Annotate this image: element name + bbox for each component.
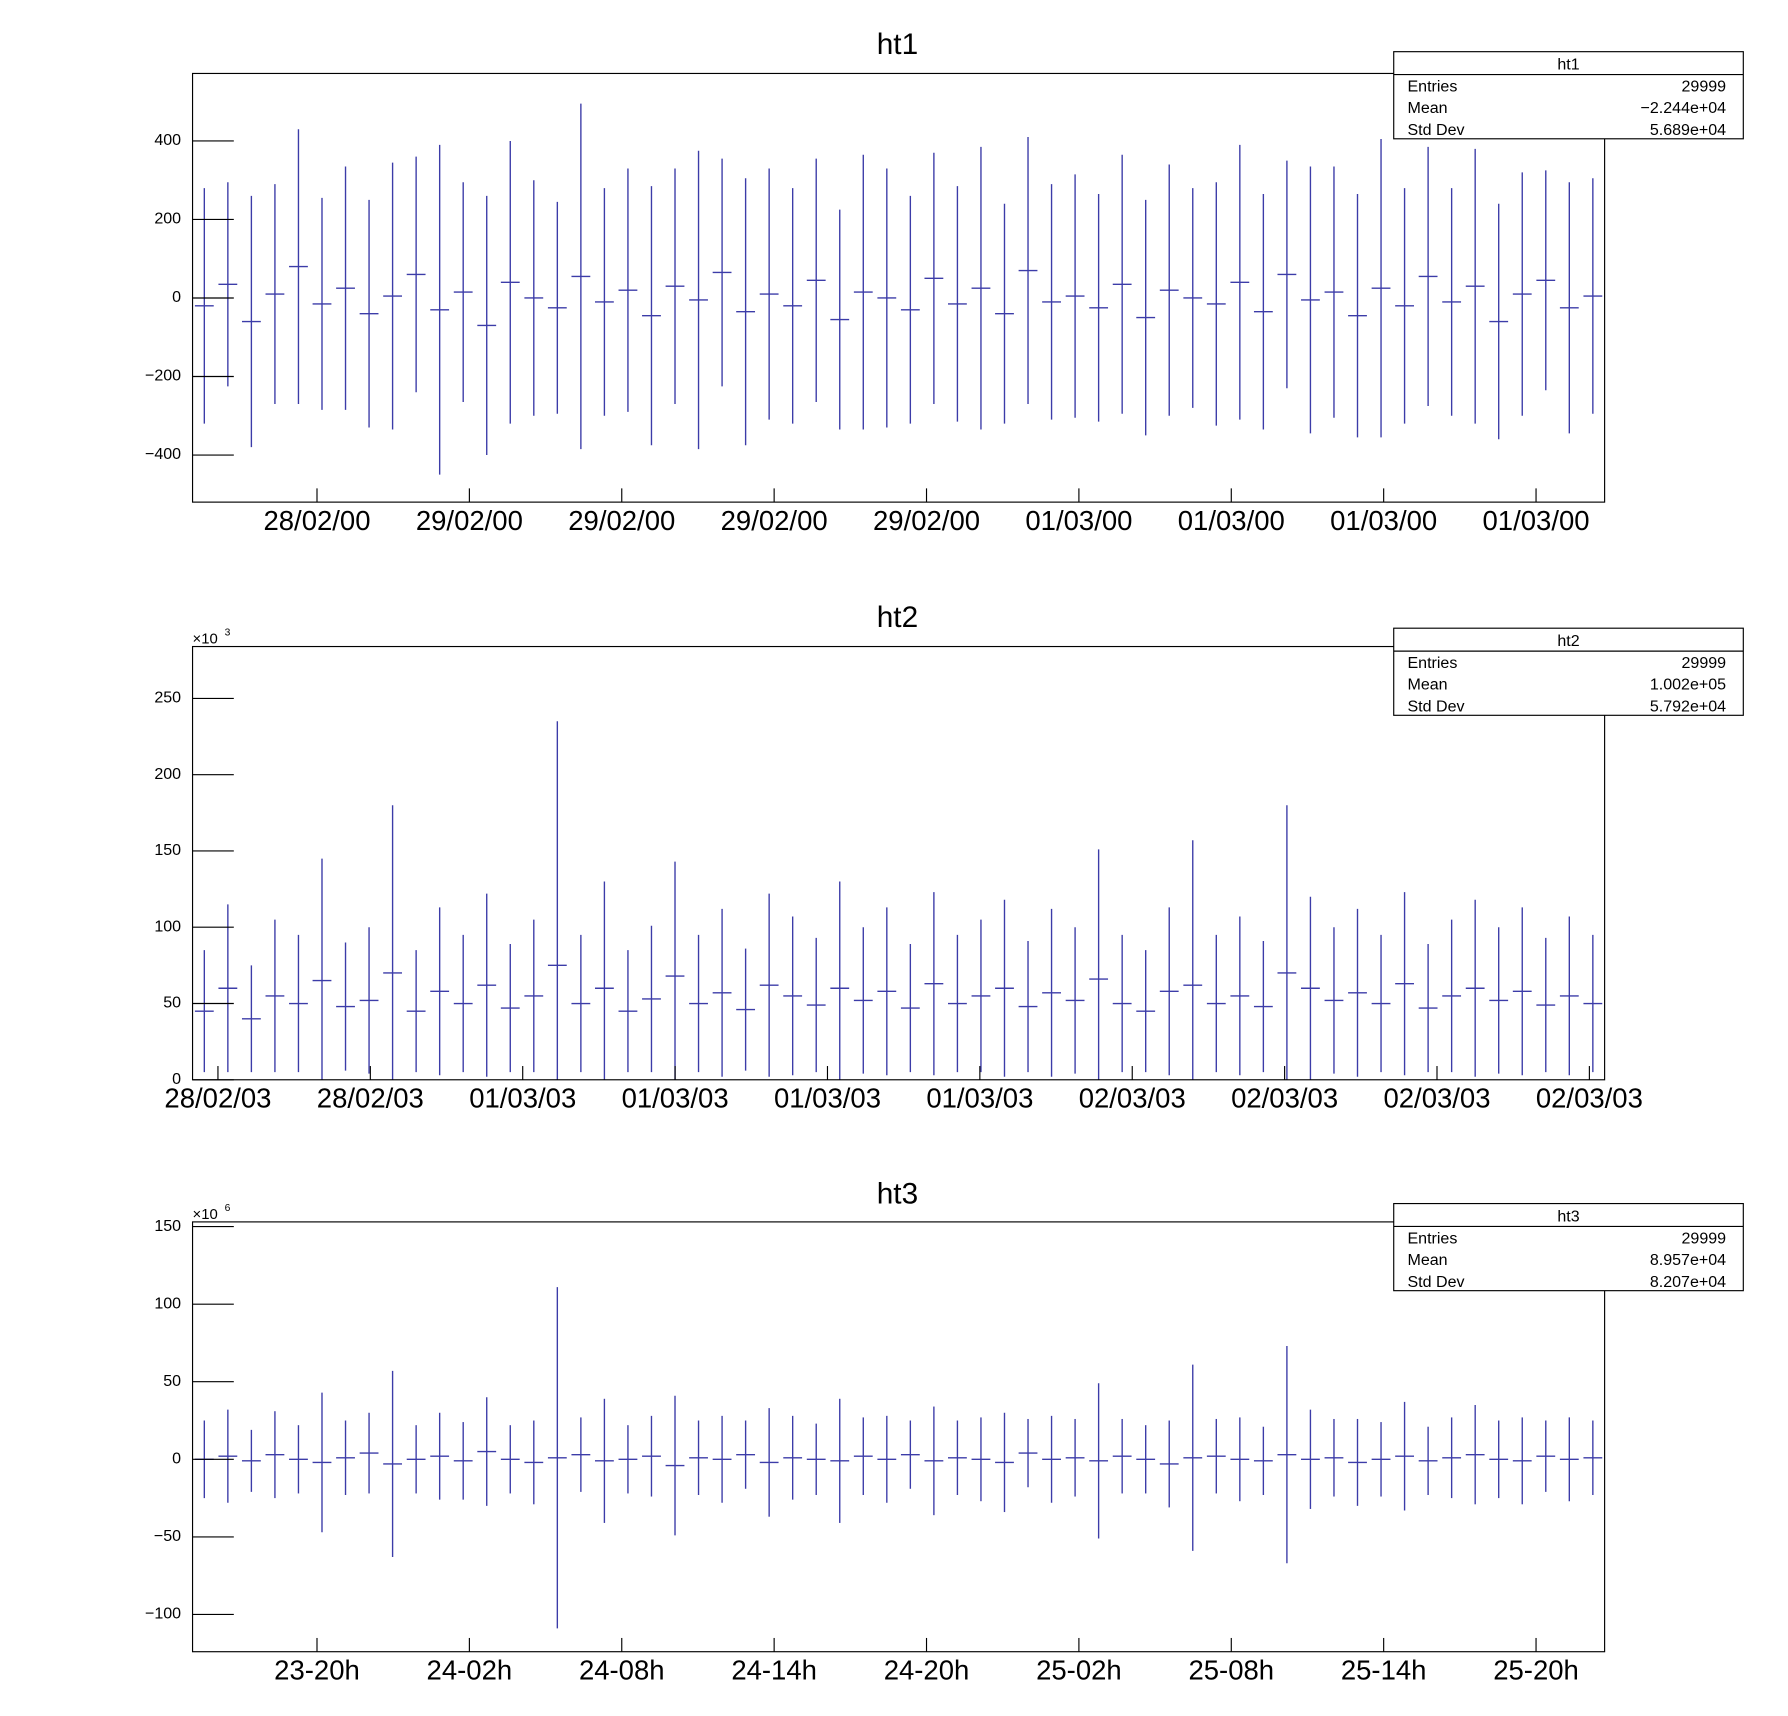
error-bars [194,721,1603,1080]
x-tick-label: 23-20h [274,1655,360,1686]
chart-title: ht2 [877,601,918,634]
y-tick-label: 0 [172,1070,181,1088]
stats-title: ht3 [1557,1208,1579,1226]
frame [191,645,1606,1081]
stats-label: Mean [1407,99,1447,117]
x-tick-label: 01/03/00 [1483,505,1590,536]
x-tick-label: 24-02h [427,1655,513,1686]
x-tick-label: 25-02h [1036,1655,1122,1686]
y-multiplier: ×10 [193,632,218,648]
stats-label: Entries [1407,77,1457,95]
stats-value: 29999 [1682,1229,1727,1247]
y-tick-label: 50 [163,1372,181,1390]
x-tick-label: 29/02/00 [416,505,523,536]
stats-label: Entries [1407,1229,1457,1247]
y-multiplier: ×10 [193,1207,218,1223]
frame [191,72,1606,503]
x-tick-label: 01/03/03 [622,1083,729,1114]
chart-title: ht3 [877,1177,918,1210]
pad: ht2 0 50 100 150 200 250 28/02/03 28/02/03 01/03/… [154,601,1744,1114]
stats-box [1393,1202,1744,1292]
x-tick-label: 25-20h [1493,1655,1579,1686]
y-tick-label: 0 [172,288,181,306]
x-tick-label: 02/03/03 [1231,1083,1338,1114]
stats-value: 8.207e+04 [1650,1273,1726,1291]
stats-box [1393,51,1744,140]
x-tick-label: 01/03/03 [469,1083,576,1114]
pad: ht1 −400 −200 0 200 400 28/02/00 29/02/00 29/02/… [145,28,1744,536]
x-tick-label: 28/02/03 [164,1083,271,1114]
x-tick-label: 24-20h [884,1655,970,1686]
x-tick-label: 24-08h [579,1655,665,1686]
x-tick-label: 28/02/03 [317,1083,424,1114]
x-tick-label: 25-14h [1341,1655,1427,1686]
y-tick-label: −200 [145,367,181,385]
y-exponent: 3 [225,627,231,638]
stats-value: 5.689e+04 [1650,121,1726,139]
y-tick-label: 200 [154,210,181,228]
x-tick-label: 29/02/00 [568,505,675,536]
stats-title: ht1 [1557,56,1579,74]
stats-title: ht2 [1557,632,1579,650]
stats-label: Mean [1407,676,1447,694]
x-tick-label: 01/03/00 [1330,505,1437,536]
stats-value: −2.244e+04 [1641,99,1727,117]
y-tick-label: 0 [172,1450,181,1468]
stats-label: Std Dev [1407,1273,1464,1291]
y-tick-label: 100 [154,917,181,935]
y-exponent: 6 [225,1203,231,1214]
x-tick-label: 29/02/00 [721,505,828,536]
x-tick-label: 02/03/03 [1536,1083,1643,1114]
y-tick-label: −50 [154,1527,181,1545]
x-tick-label: 02/03/03 [1383,1083,1490,1114]
y-tick-label: −100 [145,1605,181,1623]
y-tick-label: 100 [154,1294,181,1312]
frame [191,1221,1606,1653]
chart-title: ht1 [877,28,918,61]
x-tick-label: 01/03/00 [1178,505,1285,536]
x-tick-label: 29/02/00 [873,505,980,536]
x-tick-label: 24-14h [731,1655,817,1686]
error-bars [194,1287,1603,1629]
x-tick-label: 02/03/03 [1079,1083,1186,1114]
stats-label: Mean [1407,1251,1447,1269]
error-bars [194,103,1603,475]
x-tick-label: 01/03/03 [774,1083,881,1114]
stats-label: Std Dev [1407,698,1464,716]
stats-value: 29999 [1682,654,1727,672]
stats-box [1393,627,1744,716]
y-tick-label: 150 [154,1217,181,1235]
stats-label: Std Dev [1407,121,1464,139]
y-tick-label: −400 [145,445,181,463]
y-tick-label: 200 [154,765,181,783]
stats-value: 1.002e+05 [1650,676,1726,694]
pad: ht3 −100 −50 0 50 100 150 23-20h 24-02h 24-08h 24-… [145,1177,1744,1686]
y-tick-label: 250 [154,689,181,707]
y-tick-label: 50 [163,994,181,1012]
y-tick-label: 400 [154,131,181,149]
x-tick-label: 01/03/00 [1025,505,1132,536]
x-tick-label: 28/02/00 [263,505,370,536]
x-tick-label: 01/03/03 [926,1083,1033,1114]
stats-value: 29999 [1682,77,1727,95]
stats-value: 8.957e+04 [1650,1251,1726,1269]
stats-value: 5.792e+04 [1650,698,1726,716]
y-tick-label: 150 [154,841,181,859]
stats-label: Entries [1407,654,1457,672]
x-tick-label: 25-08h [1188,1655,1274,1686]
